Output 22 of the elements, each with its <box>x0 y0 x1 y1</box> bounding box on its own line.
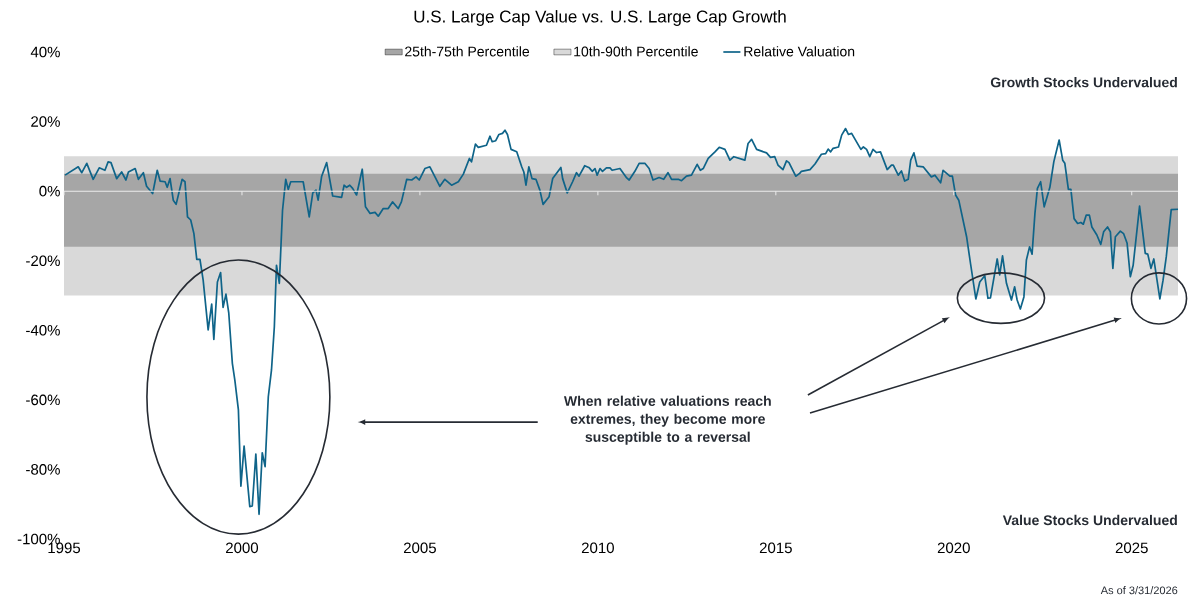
y-tick-label: -60% <box>26 394 60 406</box>
x-tick-label: 2015 <box>759 542 792 554</box>
chart-title: U.S. Large Cap Value vs. U.S. Large Cap Growth <box>414 10 786 26</box>
y-tick-label: 40% <box>30 46 60 58</box>
x-tick-label: 2005 <box>403 542 436 554</box>
text: As of 3/31/2026 <box>1100 586 1178 595</box>
legend-label: Relative Valuation <box>744 46 855 57</box>
line-series <box>64 127 1179 516</box>
annotation: Value Stocks Undervalued <box>1002 514 1177 526</box>
x-tick-label: 2025 <box>1115 542 1148 554</box>
x-tick-label: 2020 <box>937 542 970 554</box>
annotation: Growth Stocks Undervalued <box>990 77 1177 88</box>
legend-label: 10th-90th Percentile <box>574 46 698 57</box>
annotation: When relative valuations reach extremes, they become more susceptible to a reversal <box>563 395 771 445</box>
y-tick-label: 20% <box>31 116 60 127</box>
legend-label: 25th-75th Percentile <box>405 46 530 57</box>
x-tick-label: 2010 <box>581 542 614 554</box>
y-tick-label: -20% <box>26 255 60 267</box>
x-tick-label: 2000 <box>226 542 259 554</box>
y-tick-label: -80% <box>26 464 60 475</box>
y-tick-label: -40% <box>26 324 60 336</box>
y-tick-label: 0% <box>39 185 60 197</box>
